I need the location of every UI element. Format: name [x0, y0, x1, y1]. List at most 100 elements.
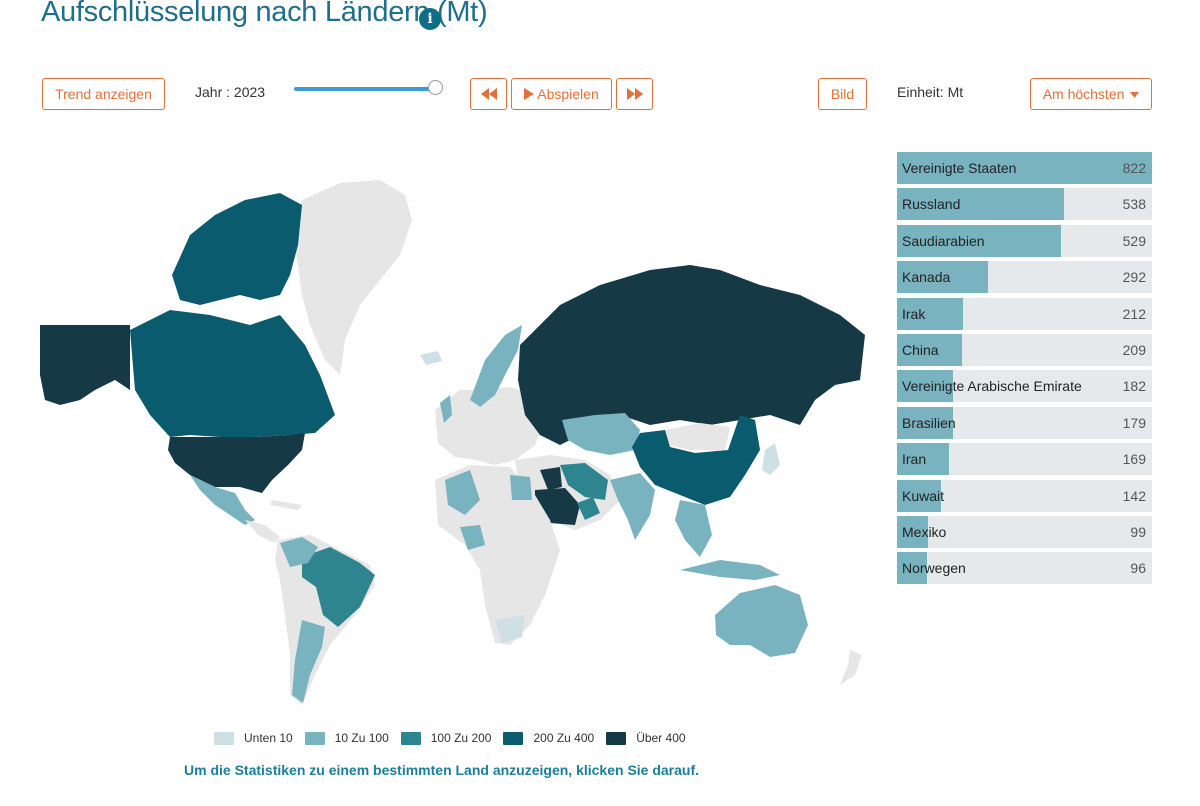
map-iceland[interactable] [420, 351, 442, 365]
play-button[interactable]: Abspielen [511, 78, 612, 110]
map-china[interactable] [632, 415, 760, 505]
map-uk[interactable] [440, 395, 452, 423]
sort-label: Am höchsten [1042, 86, 1125, 102]
map-greenland[interactable] [292, 180, 412, 375]
map-colombia-venezuela[interactable] [280, 537, 318, 567]
fast-forward-button[interactable] [616, 78, 653, 110]
map-europe[interactable] [435, 387, 545, 465]
ranking-bar [897, 261, 988, 294]
map-japan[interactable] [762, 443, 780, 475]
map-central-america[interactable] [245, 520, 280, 543]
ranking-bar [897, 406, 953, 439]
map-australia[interactable] [715, 585, 808, 657]
ranking-bar [897, 333, 962, 366]
map-legend: Unten 10 10 Zu 100 100 Zu 200 200 Zu 400 Übe… [214, 731, 698, 745]
ranking-country-value: 179 [1122, 414, 1146, 431]
sort-dropdown[interactable]: Am höchsten [1030, 78, 1152, 110]
ranking-country-name: Kuwait [902, 487, 945, 504]
ranking-country-value: 96 [1130, 560, 1146, 577]
ranking-row[interactable]: Kuwait 142 [897, 479, 1152, 512]
map-mexico[interactable] [190, 475, 255, 525]
instruction-text: Um die Statistiken zu einem bestimmten L… [184, 762, 700, 778]
map-mongolia[interactable] [665, 423, 730, 450]
map-south-africa[interactable] [495, 615, 525, 643]
year-label: Jahr : 2023 [195, 84, 266, 100]
ranking-country-name: Mexiko [902, 523, 947, 540]
map-argentina[interactable] [292, 620, 325, 703]
map-alaska[interactable] [40, 325, 130, 405]
legend-label: Unten 10 [244, 731, 293, 745]
ranking-bar [897, 297, 963, 330]
ranking-bar [897, 370, 954, 403]
map-southeast-asia[interactable] [675, 500, 712, 557]
page-title: Aufschlüsselung nach Ländern (Mt) [41, 0, 488, 28]
ranking-country-name: Saudiarabien [902, 232, 985, 249]
legend-item: 100 Zu 200 [400, 731, 492, 745]
map-algeria[interactable] [445, 470, 480, 515]
legend-item: Unten 10 [214, 731, 293, 745]
fast-forward-icon [626, 88, 643, 100]
map-caribbean[interactable] [270, 500, 302, 510]
legend-swatch [304, 731, 325, 745]
image-button[interactable]: Bild [818, 78, 867, 110]
trend-button[interactable]: Trend anzeigen [42, 78, 165, 110]
map-canada-islands[interactable] [172, 193, 302, 305]
ranking-country-value: 99 [1130, 523, 1146, 540]
legend-item: 200 Zu 400 [503, 731, 594, 745]
ranking-bar [897, 443, 950, 476]
legend-item: Über 400 [606, 731, 686, 745]
ranking-country-name: Vereinigte Staaten [902, 160, 1017, 176]
map-brazil[interactable] [302, 547, 375, 627]
ranking-row[interactable]: Vereinigte Arabische Emirate 182 [897, 370, 1152, 403]
ranking-row[interactable]: Brasilien 179 [897, 406, 1152, 439]
ranking-bar [897, 552, 927, 585]
map-scandinavia[interactable] [470, 325, 522, 407]
caret-down-icon [1130, 92, 1140, 98]
ranking-country-value: 182 [1122, 378, 1146, 395]
world-map[interactable] [40, 175, 870, 715]
ranking-country-name: Irak [902, 305, 926, 322]
map-egypt[interactable] [510, 475, 532, 500]
map-iraq[interactable] [540, 467, 562, 490]
unit-label: Einheit: Mt [897, 84, 964, 100]
ranking-row[interactable]: Irak 212 [897, 297, 1152, 330]
ranking-bar [897, 224, 1062, 257]
ranking-country-name: Iran [902, 451, 927, 468]
ranking-country-name: Russland [902, 196, 961, 213]
map-kazakhstan[interactable] [562, 413, 640, 455]
legend-label: 10 Zu 100 [334, 731, 389, 745]
ranking-row[interactable]: Mexiko 99 [897, 515, 1152, 548]
ranking-country-value: 529 [1122, 232, 1146, 249]
map-new-zealand[interactable] [840, 650, 862, 685]
map-nigeria[interactable] [460, 525, 485, 550]
year-slider-track[interactable] [294, 87, 436, 91]
legend-swatch [606, 731, 627, 745]
ranking-row[interactable]: Kanada 292 [897, 261, 1152, 294]
ranking-row[interactable]: Iran 169 [897, 443, 1152, 476]
legend-label: 200 Zu 400 [533, 731, 595, 745]
map-usa[interactable] [168, 433, 305, 493]
map-indonesia[interactable] [680, 560, 780, 580]
legend-swatch [400, 731, 421, 745]
ranking-country-name: Vereinigte Arabische Emirate [902, 378, 1082, 395]
ranking-bar [897, 515, 928, 548]
ranking-row[interactable]: Saudiarabien 529 [897, 224, 1152, 257]
info-icon[interactable]: i [419, 8, 441, 30]
ranking-country-value: 169 [1122, 451, 1146, 468]
ranking-country-name: Norwegen [902, 560, 966, 577]
map-russia[interactable] [518, 265, 865, 445]
ranking-row[interactable]: Vereinigte Staaten 822 [897, 152, 1152, 184]
legend-label: 100 Zu 200 [430, 731, 492, 745]
legend-swatch [503, 731, 524, 745]
map-india[interactable] [610, 473, 655, 540]
year-slider-thumb[interactable] [428, 80, 443, 95]
map-canada[interactable] [130, 310, 335, 437]
rewind-button[interactable] [470, 78, 507, 110]
ranking-row[interactable]: China 209 [897, 333, 1152, 366]
ranking-row[interactable]: Russland 538 [897, 188, 1152, 221]
map-uae[interactable] [577, 497, 600, 520]
map-iran[interactable] [560, 463, 608, 500]
play-label: Abspielen [537, 86, 599, 102]
ranking-row[interactable]: Norwegen 96 [897, 552, 1152, 585]
ranking-country-value: 209 [1122, 341, 1146, 358]
